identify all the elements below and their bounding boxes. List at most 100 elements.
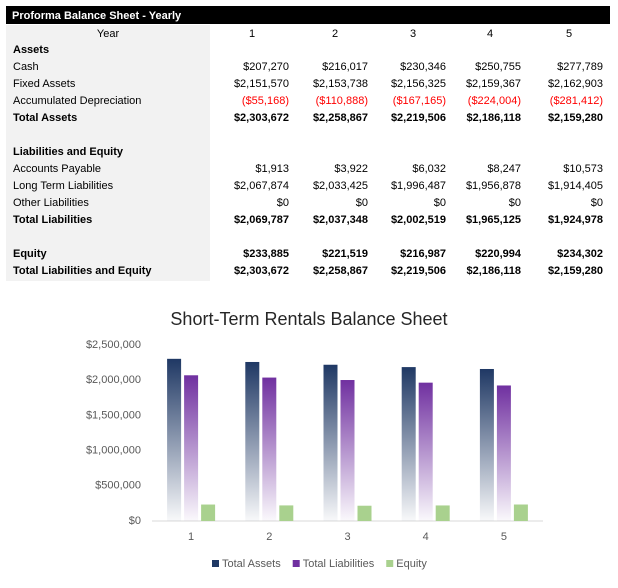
title-bar xyxy=(6,6,610,24)
bar xyxy=(167,358,182,521)
x-tick-label: 2 xyxy=(266,531,272,543)
value-cell: $0 xyxy=(509,197,521,209)
value-cell: ($110,888) xyxy=(316,95,368,107)
value-cell: $233,885 xyxy=(243,248,289,260)
value-cell: $250,755 xyxy=(475,61,521,73)
value-cell: $207,270 xyxy=(243,61,289,73)
x-tick-label: 4 xyxy=(423,531,429,543)
value-cell: $2,159,280 xyxy=(548,112,603,124)
value-cell: ($281,412) xyxy=(550,95,603,107)
value-cell: $2,303,672 xyxy=(234,112,289,124)
legend-swatch xyxy=(212,560,219,567)
bar xyxy=(401,367,416,521)
y-tick-label: $500,000 xyxy=(95,480,141,492)
value-cell: $2,162,903 xyxy=(548,78,603,90)
table-title: Proforma Balance Sheet - Yearly xyxy=(12,10,182,22)
value-cell: $1,965,125 xyxy=(466,214,521,226)
value-cell: $2,303,672 xyxy=(234,265,289,277)
x-tick-label: 5 xyxy=(501,531,507,543)
bar xyxy=(418,382,433,521)
value-cell: $216,987 xyxy=(400,248,446,260)
row-label: Total Liabilities xyxy=(13,214,92,226)
row-label: Cash xyxy=(13,61,39,73)
bar xyxy=(479,368,494,521)
value-cell: $2,153,738 xyxy=(313,78,368,90)
value-cell: $0 xyxy=(591,197,603,209)
value-cell: $1,924,978 xyxy=(548,214,603,226)
value-cell: $1,996,487 xyxy=(391,180,446,192)
value-cell: $2,258,867 xyxy=(313,265,368,277)
x-tick-label: 3 xyxy=(344,531,350,543)
row-label: Accumulated Depreciation xyxy=(13,95,141,107)
chart-title: Short-Term Rentals Balance Sheet xyxy=(170,309,447,329)
value-cell: $221,519 xyxy=(322,248,368,260)
value-cell: $2,186,118 xyxy=(467,265,521,277)
value-cell: $2,159,280 xyxy=(548,265,603,277)
value-cell: $230,346 xyxy=(400,61,446,73)
value-cell: $2,219,506 xyxy=(391,265,446,277)
value-cell: $2,067,874 xyxy=(234,180,289,192)
bar xyxy=(435,505,450,521)
value-cell: $2,151,570 xyxy=(234,78,289,90)
value-cell: $2,037,348 xyxy=(313,214,368,226)
y-tick-label: $0 xyxy=(129,515,141,527)
y-tick-label: $2,500,000 xyxy=(86,339,141,351)
header-cell: 4 xyxy=(487,28,493,40)
value-cell: $2,258,867 xyxy=(313,112,368,124)
header-cell: 3 xyxy=(410,28,416,40)
value-cell: $1,914,405 xyxy=(548,180,603,192)
value-cell: $2,069,787 xyxy=(234,214,289,226)
value-cell: $277,789 xyxy=(557,61,603,73)
row-label: Total Assets xyxy=(13,112,77,124)
value-cell: $2,033,425 xyxy=(313,180,368,192)
bar xyxy=(279,505,294,521)
row-label: Equity xyxy=(13,248,47,260)
value-cell: $6,032 xyxy=(412,163,446,175)
bar xyxy=(323,364,338,521)
header-cell: 1 xyxy=(249,28,255,40)
row-label: Other Liabilities xyxy=(13,197,89,209)
header-cell: 5 xyxy=(566,28,572,40)
value-cell: $1,913 xyxy=(255,163,289,175)
value-cell: $1,956,878 xyxy=(466,180,521,192)
bar xyxy=(245,361,260,521)
row-label: Assets xyxy=(13,44,49,56)
y-tick-label: $1,500,000 xyxy=(86,409,141,421)
value-cell: $2,159,367 xyxy=(466,78,521,90)
value-cell: $2,156,325 xyxy=(391,78,446,90)
row-label: Fixed Assets xyxy=(13,78,76,90)
value-cell: $0 xyxy=(434,197,446,209)
legend-swatch xyxy=(386,560,394,567)
value-cell: $2,002,519 xyxy=(391,214,446,226)
value-cell: $216,017 xyxy=(322,61,368,73)
value-cell: $234,302 xyxy=(557,248,603,260)
y-tick-label: $2,000,000 xyxy=(86,374,141,386)
value-cell: $2,219,506 xyxy=(391,112,446,124)
value-cell: $8,247 xyxy=(487,163,521,175)
value-cell: ($224,004) xyxy=(468,95,521,107)
y-tick-label: $1,000,000 xyxy=(86,445,141,457)
legend-label: Total Assets xyxy=(222,558,281,570)
legend-label: Equity xyxy=(396,558,427,570)
legend-label: Total Liabilities xyxy=(303,558,375,570)
value-cell: ($167,165) xyxy=(393,95,446,107)
row-label: Total Liabilities and Equity xyxy=(13,265,152,277)
value-cell: $0 xyxy=(356,197,368,209)
header-cell: 2 xyxy=(332,28,338,40)
row-label: Long Term Liabilities xyxy=(13,180,114,192)
bar xyxy=(184,375,199,521)
row-label: Accounts Payable xyxy=(13,163,101,175)
value-cell: $220,994 xyxy=(475,248,522,260)
value-cell: $2,186,118 xyxy=(467,112,521,124)
value-cell: ($55,168) xyxy=(242,95,289,107)
bar xyxy=(496,385,511,521)
value-cell: $10,573 xyxy=(563,163,603,175)
value-cell: $0 xyxy=(277,197,289,209)
legend-swatch xyxy=(292,560,300,567)
x-tick-label: 1 xyxy=(188,531,194,543)
bar xyxy=(262,377,277,521)
label-column xyxy=(6,25,210,281)
bar xyxy=(340,380,355,521)
row-label: Liabilities and Equity xyxy=(13,146,124,158)
